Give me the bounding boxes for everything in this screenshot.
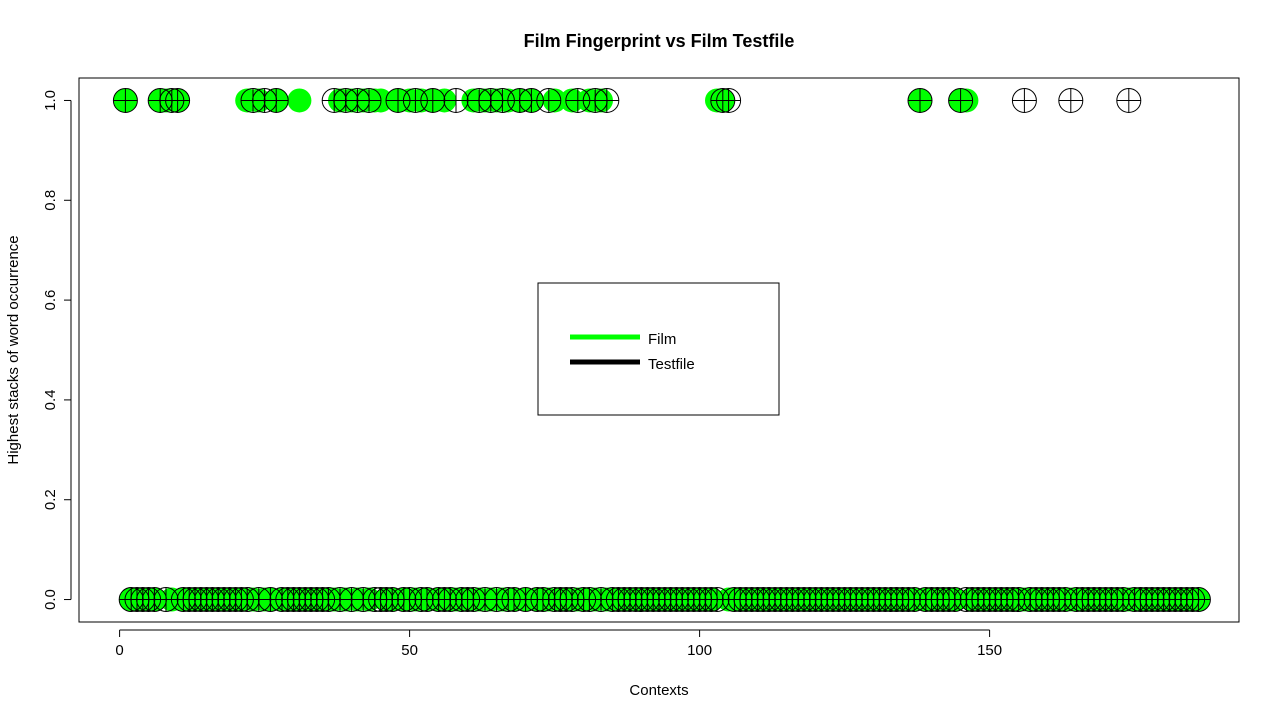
y-tick-label: 0.2 [42,489,59,510]
x-tick-label: 100 [687,642,712,659]
y-tick-label: 1.0 [42,90,59,111]
testfile-point [420,87,446,113]
testfile-point [443,87,469,113]
legend-label-film: Film [648,331,676,348]
testfile-point [1116,87,1142,113]
testfile-point [165,87,191,113]
testfile-point [1058,87,1084,113]
testfile-point [112,87,138,113]
y-axis: 0.0 0.2 0.4 0.6 0.8 1.0 [42,90,72,610]
data-points [112,87,1211,613]
testfile-point [716,87,742,113]
x-tick-label: 150 [977,642,1002,659]
testfile-point [263,87,289,113]
y-tick-label: 0.6 [42,290,59,311]
film-point [287,88,312,113]
testfile-point [1011,87,1037,113]
legend-label-testfile: Testfile [648,356,695,373]
legend-box [537,282,780,416]
x-tick-label: 50 [401,642,418,659]
testfile-point [536,87,562,113]
y-tick-label: 0.8 [42,190,59,211]
y-tick-label: 0.4 [42,389,59,410]
y-tick-label: 0.0 [42,589,59,610]
testfile-point [356,87,382,113]
x-axis: 0 50 100 150 [115,629,1002,659]
testfile-point [948,87,974,113]
testfile-point [594,87,620,113]
plot-frame [78,77,1240,623]
chart-title: Film Fingerprint vs Film Testfile [524,31,795,51]
legend: Film Testfile [537,282,780,416]
x-tick-label: 0 [115,642,123,659]
testfile-point [907,87,933,113]
y-axis-label: Highest stacks of word occurrence [5,235,22,464]
x-axis-label: Contexts [629,682,688,699]
testfile-point [1185,587,1211,613]
